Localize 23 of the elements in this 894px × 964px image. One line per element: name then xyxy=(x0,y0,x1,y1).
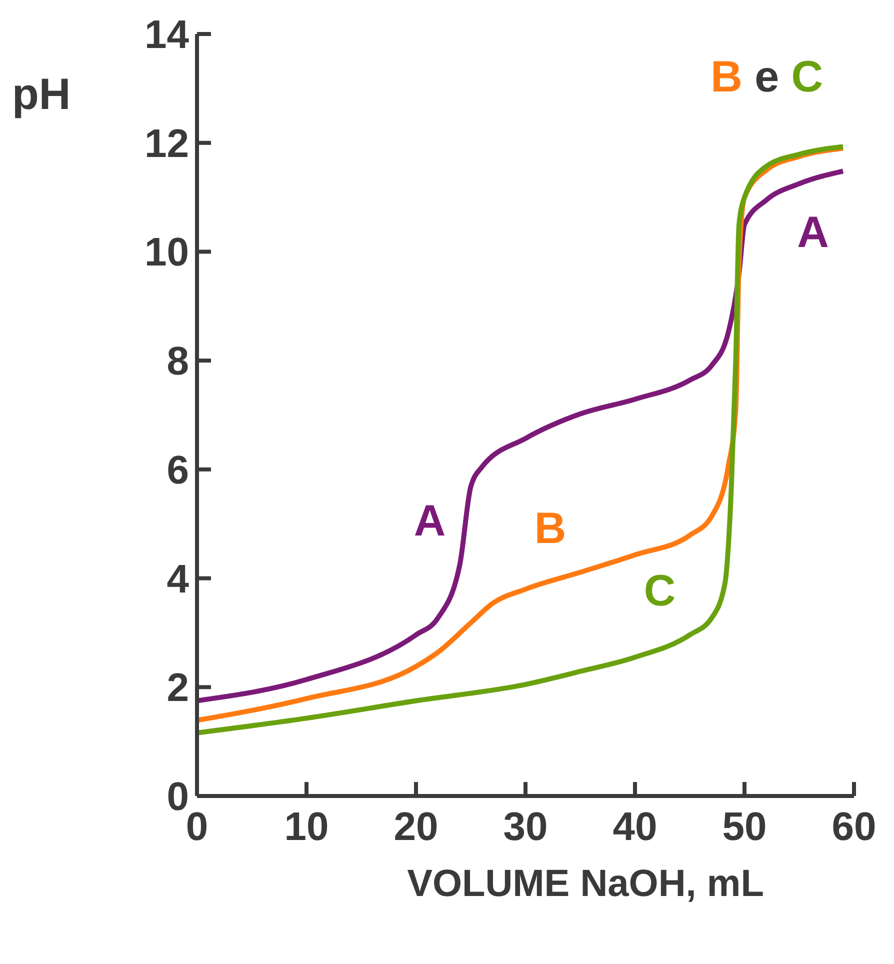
y-tick-label: 12 xyxy=(144,122,189,166)
x-tick-label: 40 xyxy=(612,805,658,849)
y-tick-label: 14 xyxy=(144,13,190,57)
y-tick-label: 4 xyxy=(166,557,190,602)
series-label: A xyxy=(797,208,829,257)
y-axis-title: pH xyxy=(12,70,71,120)
y-tick-label: 10 xyxy=(144,230,189,275)
x-axis-title: VOLUME NaOH, mL xyxy=(407,863,764,905)
annotation: e xyxy=(742,52,780,102)
y-tick-label: 6 xyxy=(166,448,189,492)
series-label: B xyxy=(710,52,742,102)
x-tick-label: 50 xyxy=(722,805,767,849)
x-tick-label: 60 xyxy=(832,805,876,849)
annotation: A xyxy=(414,496,446,546)
series-label: C xyxy=(779,52,824,102)
x-tick-label: 30 xyxy=(503,805,548,849)
x-tick-label: 10 xyxy=(284,805,329,849)
annotation: C xyxy=(644,566,676,616)
y-tick-label: 2 xyxy=(166,666,189,710)
y-tick-label: 0 xyxy=(166,775,189,819)
x-tick-label: 20 xyxy=(394,805,438,849)
annotation: B xyxy=(534,504,566,553)
y-tick-label: 8 xyxy=(166,340,189,384)
